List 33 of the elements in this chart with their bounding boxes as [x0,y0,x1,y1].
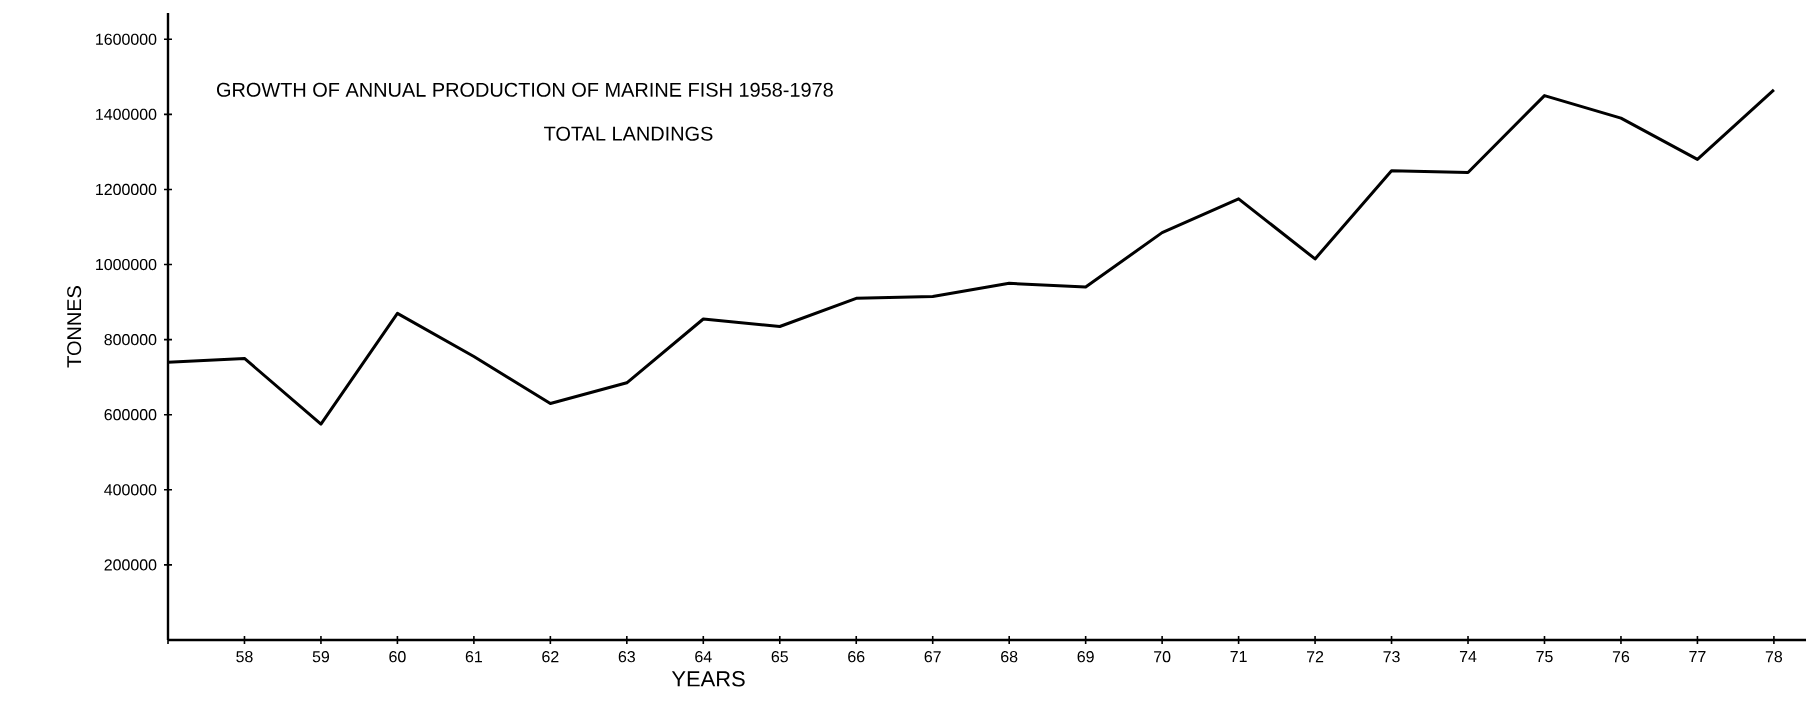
x-tick-label: 64 [695,651,712,663]
y-tick-label: 800000 [104,334,157,346]
x-tick-label: 60 [389,651,406,663]
x-tick-label: 69 [1077,651,1094,663]
x-tick-label: 77 [1689,651,1706,663]
text: TOTAL LANDINGS [544,126,713,141]
y-tick-label: 1200000 [96,183,157,196]
x-axis-title: YEARS [671,671,745,687]
y-tick-label: 200000 [104,559,157,571]
x-tick-label: 74 [1459,651,1477,663]
x-tick-label: 61 [465,651,482,663]
y-tick-label: 400000 [104,484,157,496]
x-tick-label: 68 [1001,651,1018,663]
x-tick-label: 71 [1230,651,1247,663]
x-tick-label: 75 [1536,651,1553,663]
y-tick-label: 1000000 [96,258,157,271]
y-tick-label: 1400000 [96,108,157,121]
text: GROWTH OF ANNUAL PRODUCTION OF MARINE FISH 1958-1978 [216,82,833,97]
x-tick-label: 63 [618,651,635,663]
x-tick-label: 70 [1154,651,1171,663]
y-tick-label: 600000 [104,409,157,421]
x-tick-label: 65 [771,651,788,663]
x-tick-label: 67 [924,651,941,663]
x-tick-label: 58 [236,651,253,663]
y-axis-title: TONNES [67,286,82,368]
x-tick-label: 62 [542,651,559,663]
x-tick-label: 78 [1765,651,1783,663]
y-tick-label: 1600000 [96,33,157,45]
x-tick-label: 66 [848,651,865,663]
x-tick-label: 76 [1612,651,1630,663]
x-tick-label: 72 [1307,651,1324,663]
x-tick-label: 73 [1383,651,1400,663]
x-tick-label: 59 [312,651,330,663]
